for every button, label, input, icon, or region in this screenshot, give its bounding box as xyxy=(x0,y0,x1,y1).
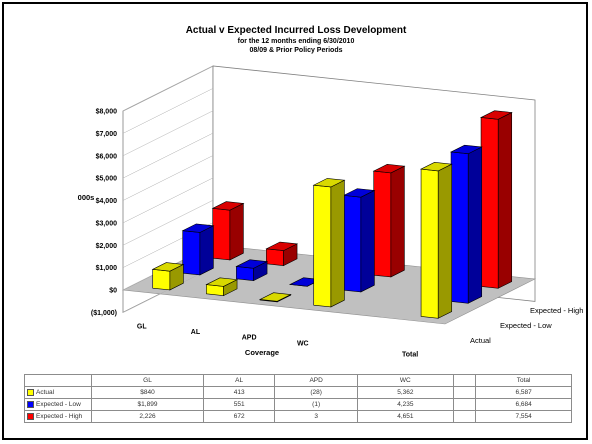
y-tick-label: $3,000 xyxy=(96,220,118,227)
table-cell: $840 xyxy=(91,386,204,399)
table-cell: 672 xyxy=(202,410,276,423)
bar-actual-al xyxy=(205,277,239,297)
table-cell: 6,587 xyxy=(475,386,572,399)
table-header-cell: WC xyxy=(356,374,454,387)
legend-label: Expected - High xyxy=(36,413,83,421)
x-axis-label: Coverage xyxy=(245,348,279,357)
x-tick-label: WC xyxy=(297,340,309,347)
table-cell: 2,226 xyxy=(91,410,204,423)
bar-actual-gl xyxy=(151,262,185,291)
y-gridline xyxy=(122,200,214,246)
bar-expected-low-al xyxy=(235,259,269,282)
table-row: Expected - High 2,226 672 3 4,651 7,554 xyxy=(24,410,572,423)
bar-expected-high-total xyxy=(479,110,513,289)
y-tick-label: $6,000 xyxy=(96,153,118,160)
series-axis-label: Expected - High xyxy=(530,306,583,315)
table-row-label: Actual xyxy=(24,386,92,399)
chart-area: Actual v Expected Incurred Loss Developm… xyxy=(78,25,584,359)
table-corner-cell xyxy=(24,374,92,387)
y-gridline xyxy=(122,177,214,224)
table-row-label: Expected - High xyxy=(24,410,92,423)
bar-actual-wc xyxy=(312,178,346,308)
table-cell xyxy=(452,386,477,399)
y-gridline xyxy=(122,110,214,156)
table-cell: 4,235 xyxy=(356,398,454,411)
table-cell: 551 xyxy=(202,398,276,411)
y-axis-label: 000s xyxy=(78,193,95,202)
table-header-cell: AL xyxy=(202,374,276,387)
bar-expected-high-gl xyxy=(211,201,245,261)
y-tick-label: $7,000 xyxy=(96,131,118,138)
x-tick-label: AL xyxy=(191,329,201,336)
bar-expected-high-al xyxy=(265,241,299,267)
table-cell: $1,899 xyxy=(91,398,204,411)
series-axis-label: Expected - Low xyxy=(500,321,552,330)
x-axis-ticks: GL AL APD WC Total xyxy=(137,323,418,358)
y-tick-label: $8,000 xyxy=(96,109,118,116)
table-cell: 3 xyxy=(274,410,358,423)
bar-expected-low-total xyxy=(449,144,483,304)
legend-label: Actual xyxy=(36,389,55,397)
table-cell: 413 xyxy=(202,386,276,399)
y-tick-label: $4,000 xyxy=(96,198,118,205)
legend-swatch xyxy=(27,400,34,408)
table-cell xyxy=(452,410,477,423)
legend-swatch xyxy=(27,412,34,420)
chart-subtitle-2: 08/09 & Prior Policy Periods xyxy=(250,47,343,54)
chart-subtitle-1: for the 12 months ending 6/30/2010 xyxy=(238,38,355,45)
bar-expected-low-gl xyxy=(181,223,215,276)
y-tick-label: $0 xyxy=(109,288,117,295)
table-cell: 6,684 xyxy=(475,398,572,411)
y-gridline xyxy=(122,65,214,112)
bar-actual-total xyxy=(419,162,453,319)
y-tick-label: $5,000 xyxy=(96,176,118,183)
table-header-cell xyxy=(452,374,477,387)
series-axis-label: Actual xyxy=(470,336,491,345)
x-tick-label: Total xyxy=(402,352,418,359)
bar-expected-low-wc xyxy=(342,188,376,293)
table-row: Actual $840 413 (28) 5,362 6,587 xyxy=(24,386,572,399)
table-row: Expected - Low $1,899 551 (1) 4,235 6,684 xyxy=(24,398,572,411)
table-header-row: GL AL APD WC Total xyxy=(24,374,572,387)
table-header-cell: Total xyxy=(475,374,572,387)
y-gridline xyxy=(122,88,214,134)
table-header-cell: GL xyxy=(91,374,204,387)
chart-title: Actual v Expected Incurred Loss Developm… xyxy=(186,25,407,36)
table-header-cell: APD xyxy=(274,374,358,387)
bar-expected-high-wc xyxy=(372,164,406,278)
table-row-label: Expected - Low xyxy=(24,398,92,411)
y-tick-label: $2,000 xyxy=(96,243,118,250)
y-gridline xyxy=(122,155,214,201)
y-gridline xyxy=(122,132,214,179)
y-tick-label: $1,000 xyxy=(96,265,118,272)
bar-group xyxy=(151,110,513,319)
table-cell: (1) xyxy=(274,398,358,411)
y-tick-label: ($1,000) xyxy=(91,310,117,317)
table-cell xyxy=(452,398,477,411)
series-axis-labels: Expected - High Expected - Low Actual xyxy=(470,306,583,345)
table-cell: 4,651 xyxy=(356,410,454,423)
table-cell: 7,554 xyxy=(475,410,572,423)
table-cell: (28) xyxy=(274,386,358,399)
x-tick-label: APD xyxy=(242,335,257,342)
legend-label: Expected - Low xyxy=(36,401,81,409)
table-cell: 5,362 xyxy=(356,386,454,399)
bar-actual-apd xyxy=(258,292,292,303)
data-table: GL AL APD WC Total Actual $840 413 (28) 5,36… xyxy=(24,374,572,423)
x-tick-label: GL xyxy=(137,323,147,330)
legend-swatch xyxy=(27,388,34,396)
